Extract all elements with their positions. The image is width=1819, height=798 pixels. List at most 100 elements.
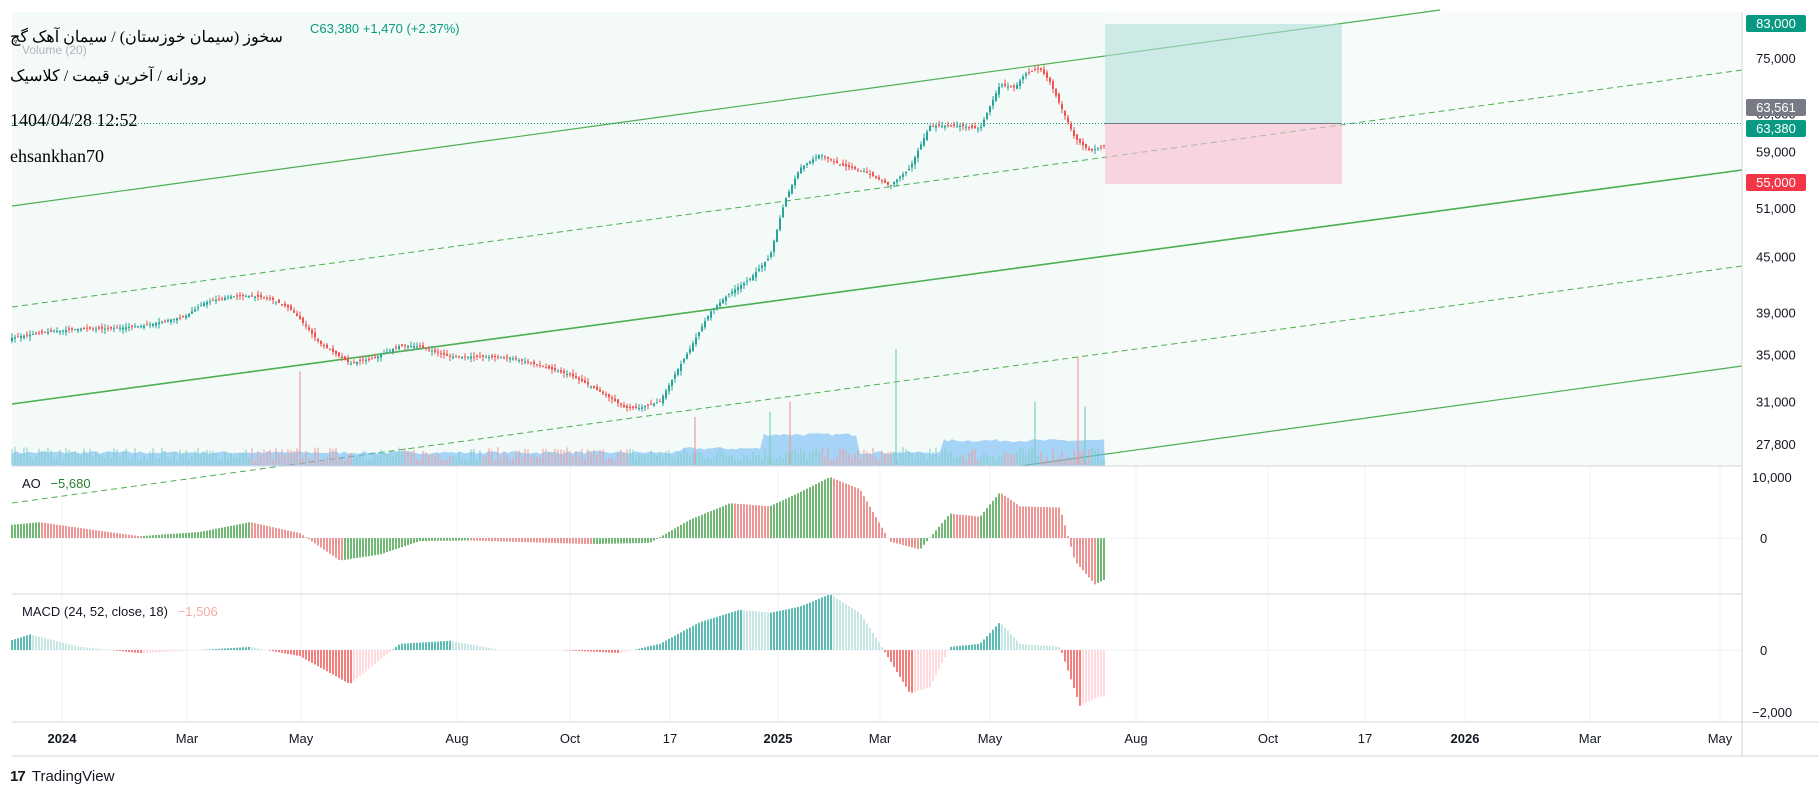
candle-body [905,171,907,174]
candle-body [875,176,877,178]
candle-body [239,294,241,297]
volume-bars [11,348,1105,466]
candle-body [392,348,394,353]
candle-body [965,126,967,128]
candle-body [974,126,976,129]
price-axis[interactable]: 75,00065,00059,00051,00045,00039,00035,0… [1752,51,1796,720]
candle-body [719,302,721,307]
candle-body [893,182,895,185]
candle-body [305,324,307,327]
candle-body [1103,144,1105,146]
position-box[interactable] [1105,24,1342,184]
candle-body [86,327,88,329]
candle-body [644,406,646,408]
tradingview-logo[interactable]: 17 TradingView [10,768,114,785]
candle-body [296,313,298,317]
candle-body [1079,139,1081,143]
badge-last-price: 63,380 [1746,120,1806,137]
candle-body [746,280,748,282]
candle-body [1085,143,1087,148]
candle-body [611,397,613,400]
candle-body [11,337,13,341]
candle-body [764,262,766,267]
candle-body [785,198,787,207]
candle-body [572,373,574,377]
candle-body [980,126,982,129]
candle-body [185,315,187,319]
candle-body [770,252,772,258]
candle-body [14,337,16,339]
candle-body [20,336,22,339]
candle-body [143,325,145,328]
candle-body [650,403,652,405]
candle-body [116,327,118,329]
candle-body [707,315,709,320]
candle-body [455,356,457,358]
candle-body [851,166,853,169]
candle-body [1061,104,1063,110]
candle-body [944,125,946,128]
tv-brand: TradingView [31,768,115,785]
candle-body [491,355,493,358]
candle-body [1064,110,1066,116]
candle-body [629,406,631,408]
candle-body [902,174,904,177]
candle-body [482,355,484,357]
candle-body [968,127,970,129]
candle-body [290,305,292,310]
candle-body [449,355,451,357]
candle-body [824,156,826,158]
candle-body [539,365,541,367]
candle-body [152,323,154,326]
candle-body [317,339,319,341]
ao-tick-1: 0 [1760,531,1767,546]
price-tick-0: 75,000 [1756,51,1796,66]
candle-body [938,124,940,126]
candle-body [509,357,511,360]
candle-body [95,328,97,330]
candle-body [518,360,520,362]
candle-body [257,294,259,297]
candle-body [224,297,226,301]
macd-label[interactable]: MACD (24, 52, close, 18) −1,506 [22,604,218,619]
candle-body [221,298,223,300]
candle-body [575,376,577,379]
candle-body [881,180,883,182]
candle-body [749,278,751,280]
macd-value: −1,506 [177,604,218,619]
candle-body [1052,81,1054,89]
candle-body [308,327,310,331]
candle-body [56,331,58,333]
candle-body [194,309,196,312]
candle-body [548,365,550,369]
candle-body [830,159,832,161]
candle-body [896,179,898,183]
candle-body [788,191,790,197]
candle-body [1013,85,1015,88]
candle-body [107,327,109,329]
candle-body [215,299,217,302]
time-tick-5: 17 [663,731,677,746]
time-axis[interactable]: 2024 Mar May Aug Oct 17 2025 Mar May Aug Oct 17 2026… [48,731,1733,746]
candle-body [182,315,184,317]
time-tick-12: 2026 [1451,731,1480,746]
candle-body [710,311,712,318]
candle-body [671,379,673,387]
candle-body [1031,70,1033,72]
candle-body [971,125,973,128]
badge-current: 63,561 [1746,99,1806,116]
candle-body [473,356,475,358]
candle-body [83,328,85,330]
candle-body [761,265,763,269]
candle-body [869,174,871,176]
candle-body [626,405,628,408]
ao-label[interactable]: AO −5,680 [22,476,91,491]
candle-body [62,330,64,332]
candle-body [725,296,727,301]
candle-body [1010,86,1012,88]
candle-body [563,371,565,374]
candle-body [608,394,610,398]
candle-body [737,287,739,291]
candle-body [494,355,496,358]
candle-body [188,313,190,317]
